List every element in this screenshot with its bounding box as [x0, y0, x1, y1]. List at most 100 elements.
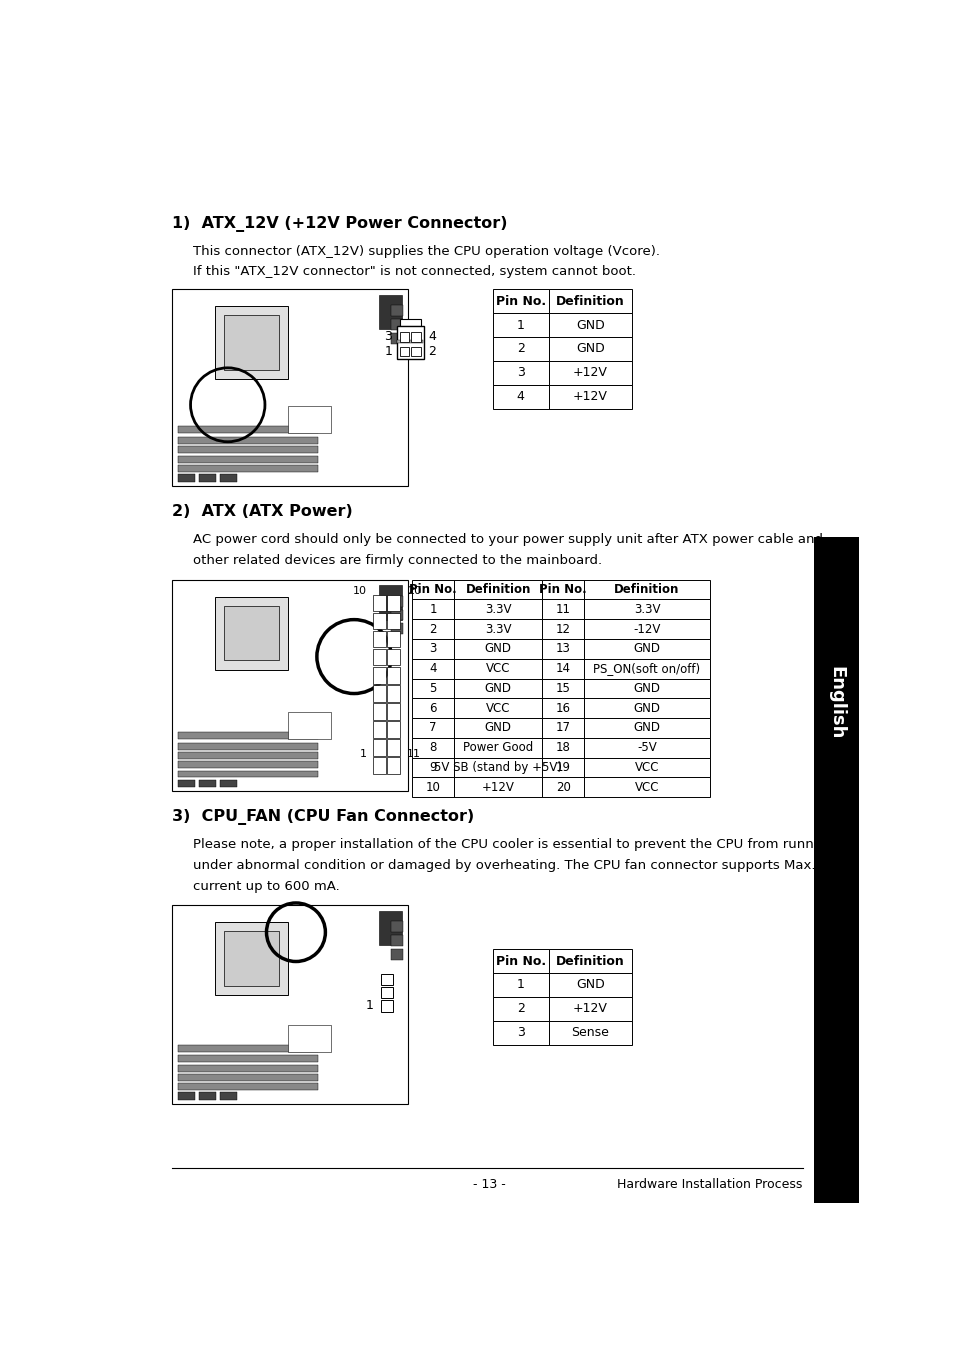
- Bar: [412, 699, 454, 718]
- Text: +12V: +12V: [573, 366, 607, 380]
- Bar: [391, 922, 402, 933]
- Bar: [172, 289, 408, 485]
- Text: 3.3V: 3.3V: [484, 603, 511, 615]
- Bar: [381, 973, 393, 986]
- Bar: [542, 718, 583, 738]
- Text: Pin No.: Pin No.: [496, 295, 545, 308]
- Bar: [387, 721, 399, 738]
- Text: - 13 -: - 13 -: [472, 1178, 505, 1191]
- Bar: [548, 949, 632, 973]
- Text: English: English: [826, 667, 844, 740]
- Text: 2: 2: [517, 1002, 524, 1015]
- Text: 13: 13: [556, 642, 570, 656]
- Text: 15: 15: [556, 681, 570, 695]
- Bar: [220, 780, 236, 787]
- Text: 3: 3: [429, 642, 436, 656]
- Text: -5V: -5V: [637, 741, 657, 754]
- Bar: [387, 612, 399, 629]
- Text: 2)  ATX (ATX Power): 2) ATX (ATX Power): [172, 504, 353, 519]
- Text: 5: 5: [429, 681, 436, 695]
- Bar: [411, 333, 420, 342]
- Bar: [397, 341, 422, 343]
- Bar: [378, 911, 402, 945]
- Bar: [454, 757, 542, 777]
- Text: Definition: Definition: [465, 583, 531, 596]
- Text: 3: 3: [517, 366, 524, 380]
- Bar: [548, 314, 632, 337]
- Text: 1: 1: [360, 749, 367, 758]
- Bar: [583, 777, 709, 798]
- Bar: [454, 777, 542, 798]
- Text: Power Good: Power Good: [462, 741, 533, 754]
- Bar: [454, 699, 542, 718]
- Bar: [542, 679, 583, 699]
- Text: 1: 1: [517, 319, 524, 331]
- Text: 20: 20: [406, 587, 420, 596]
- Bar: [493, 996, 548, 1021]
- Bar: [288, 1025, 331, 1052]
- Bar: [381, 987, 393, 999]
- Bar: [178, 1045, 317, 1052]
- Bar: [542, 599, 583, 619]
- Bar: [583, 738, 709, 757]
- Text: Definition: Definition: [556, 955, 624, 968]
- Text: Definition: Definition: [556, 295, 624, 308]
- Bar: [288, 407, 331, 433]
- Bar: [583, 658, 709, 679]
- Bar: [224, 315, 278, 370]
- Text: GND: GND: [484, 642, 511, 656]
- Bar: [178, 780, 195, 787]
- Text: GND: GND: [633, 722, 659, 734]
- Bar: [542, 619, 583, 639]
- Text: 5V SB (stand by +5V): 5V SB (stand by +5V): [434, 761, 561, 775]
- Bar: [391, 306, 402, 316]
- Text: Pin No.: Pin No.: [409, 583, 456, 596]
- Bar: [548, 996, 632, 1021]
- Bar: [178, 742, 317, 750]
- Text: 2: 2: [429, 622, 436, 635]
- Bar: [548, 337, 632, 361]
- Bar: [391, 623, 402, 634]
- Text: Sense: Sense: [571, 1026, 609, 1040]
- Text: 3: 3: [384, 330, 392, 343]
- Text: other related devices are firmly connected to the mainboard.: other related devices are firmly connect…: [193, 554, 601, 568]
- Text: 14: 14: [556, 662, 570, 675]
- Bar: [542, 757, 583, 777]
- Text: 1: 1: [429, 603, 436, 615]
- Bar: [412, 777, 454, 798]
- Bar: [493, 289, 548, 314]
- Bar: [412, 718, 454, 738]
- Bar: [178, 761, 317, 768]
- Bar: [583, 619, 709, 639]
- Bar: [373, 685, 386, 702]
- Text: VCC: VCC: [634, 761, 659, 775]
- Bar: [411, 347, 420, 357]
- Bar: [391, 333, 402, 343]
- Bar: [387, 667, 399, 684]
- Bar: [199, 780, 216, 787]
- Text: 10: 10: [353, 587, 367, 596]
- Bar: [220, 1092, 236, 1101]
- Text: 12: 12: [556, 622, 570, 635]
- Bar: [387, 649, 399, 665]
- Text: 2: 2: [428, 345, 436, 358]
- Bar: [178, 1056, 317, 1063]
- Bar: [412, 679, 454, 699]
- Bar: [583, 757, 709, 777]
- Bar: [542, 639, 583, 658]
- Bar: [548, 385, 632, 408]
- Text: 3.3V: 3.3V: [633, 603, 659, 615]
- Bar: [387, 631, 399, 648]
- Bar: [412, 639, 454, 658]
- Bar: [172, 580, 408, 791]
- Text: 8: 8: [429, 741, 436, 754]
- Bar: [178, 1073, 317, 1080]
- Bar: [454, 639, 542, 658]
- Text: GND: GND: [576, 979, 604, 991]
- Bar: [391, 596, 402, 607]
- Bar: [178, 1064, 317, 1072]
- Text: GND: GND: [633, 681, 659, 695]
- Bar: [373, 757, 386, 773]
- Text: +12V: +12V: [573, 391, 607, 403]
- Bar: [454, 738, 542, 757]
